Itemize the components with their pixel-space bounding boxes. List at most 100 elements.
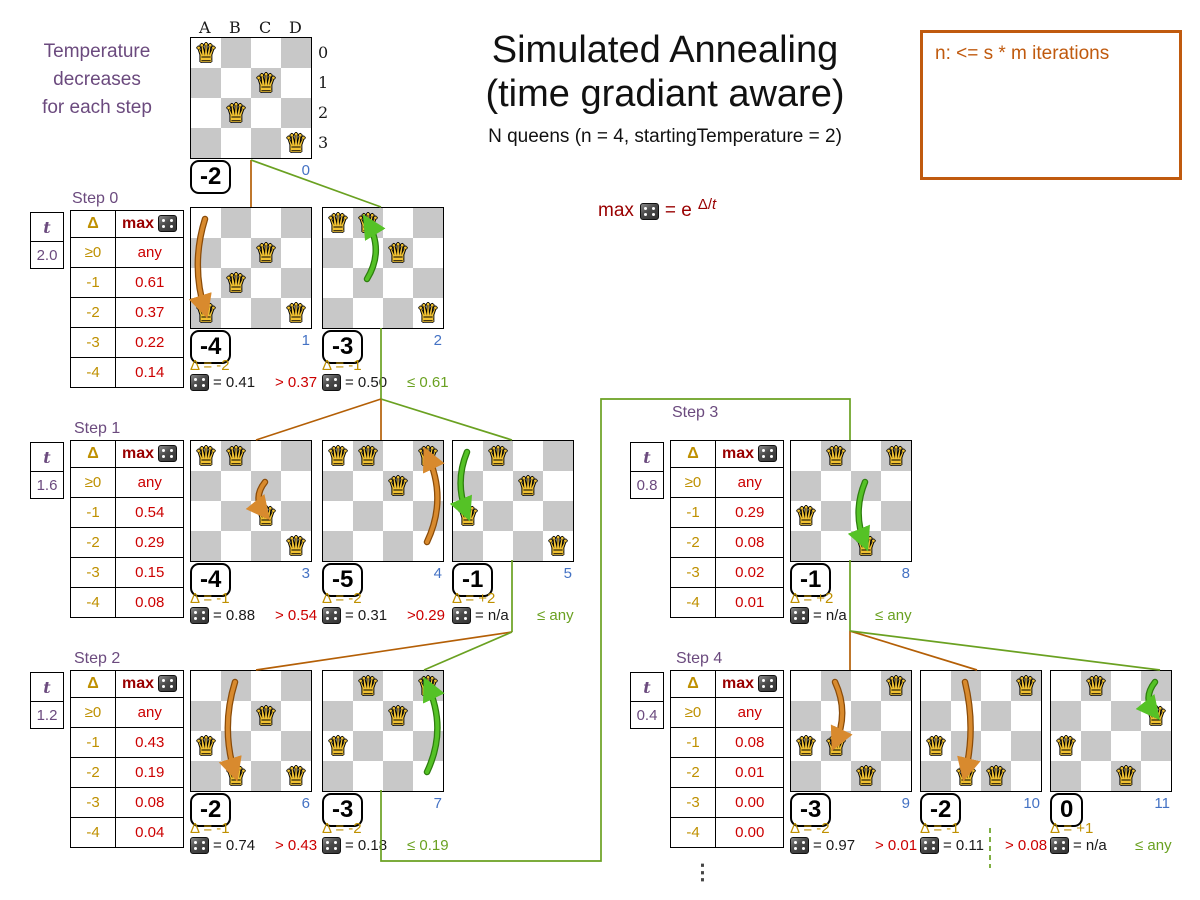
delta-value: -3 [670,557,716,588]
delta-value: ≥0 [70,237,116,268]
board-index-b7: 7 [433,795,442,812]
queen-icon: ♛ [386,701,410,731]
board-cell [191,701,221,731]
board-cell [413,298,443,328]
board-cell [821,471,851,501]
board-cell [851,731,881,761]
score-badge-b3: -4 [190,563,232,597]
t-header: t [30,212,64,242]
board-cell [981,731,1011,761]
delta-value: -4 [70,817,116,848]
dice-icon [158,215,178,233]
board-cell [353,238,383,268]
page-title-line2: (time gradiant aware) [485,73,845,115]
board-cell [1011,701,1041,731]
dice-icon [758,445,778,463]
board-cell [383,761,413,791]
board-cell [191,38,221,68]
queen-icon: ♛ [194,38,218,68]
board-cell [791,671,821,701]
max-value: 0.00 [714,817,785,848]
max-value: 0.08 [114,787,185,818]
board-cell [251,208,281,238]
dice-icon [190,607,209,624]
score-badge-b6: -2 [190,793,232,827]
dice-row-b1: = 0.41 > 0.37 [190,374,317,391]
t-header: t [30,672,64,702]
max-value: 0.08 [114,587,185,618]
board-cell [221,208,251,238]
board-cell [881,501,911,531]
board-cell [383,268,413,298]
delta-value: -1 [670,727,716,758]
t-value: 2.0 [30,241,64,269]
delta-label-b7: Δ = -2 [322,820,362,837]
board-cell [791,531,821,561]
delta-value: -1 [70,727,116,758]
board-cell [221,68,251,98]
board-cell [221,701,251,731]
queen-icon: ♛ [516,471,540,501]
board-cell [1081,701,1111,731]
dice-value: = 0.50 [345,374,388,391]
max-header: max [714,440,785,468]
board-cell [543,501,573,531]
iterations-note-box: n: <= s * m iterations [920,30,1182,180]
board-index-b3: 3 [301,565,310,582]
board-cell [413,761,443,791]
queen-icon: ♛ [224,761,248,791]
compare-label: ≤ 0.61 [407,374,449,391]
queen-icon: ♛ [1114,761,1138,791]
board-cell [483,531,513,561]
t-value: 0.4 [630,701,664,729]
row-label-0: 0 [318,43,329,62]
board-cell [251,238,281,268]
board-cell [483,501,513,531]
delta-value: -3 [670,787,716,818]
dice-row-b8: = n/a ≤ any [790,607,912,624]
dice-icon [322,837,341,854]
board-cell [251,98,281,128]
score-badge-b2: -3 [322,330,364,364]
max-value: 0.61 [114,267,185,298]
board-cell [221,531,251,561]
board-cell [851,441,881,471]
connector-orange [849,630,978,671]
board-cell [323,701,353,731]
board-cell [281,501,311,531]
t-header: t [630,442,664,472]
board-cell [1111,671,1141,701]
dice-icon [322,374,341,391]
board-cell [881,701,911,731]
dice-value: = 0.97 [813,837,856,854]
board-root: ♛ ♛ ♛ ♛ [190,37,312,159]
delta-value: -2 [670,757,716,788]
board-cell [821,531,851,561]
delta-value: -4 [670,817,716,848]
board-cell [251,268,281,298]
delta-label-b5: Δ = +2 [452,590,496,607]
board-cell [1111,701,1141,731]
queen-icon: ♛ [794,731,818,761]
board-index-b6: 6 [301,795,310,812]
delta-value: -2 [70,757,116,788]
delta-value: ≥0 [670,697,716,728]
t-header: t [630,672,664,702]
row-label-1: 1 [318,73,329,92]
board-cell [921,671,951,701]
board-cell [191,128,221,158]
board-cell [413,501,443,531]
board-cell [221,238,251,268]
queen-icon: ♛ [884,441,908,471]
queen-icon: ♛ [824,731,848,761]
board-cell [221,671,251,701]
dice-value: = 0.31 [345,607,388,624]
queen-icon: ♛ [824,441,848,471]
board-cell [191,208,221,238]
board-cell [453,531,483,561]
temperature-table-4: t 0.4 [630,672,664,729]
board-cell [251,701,281,731]
dice-icon [639,202,659,220]
board-cell [1081,671,1111,701]
